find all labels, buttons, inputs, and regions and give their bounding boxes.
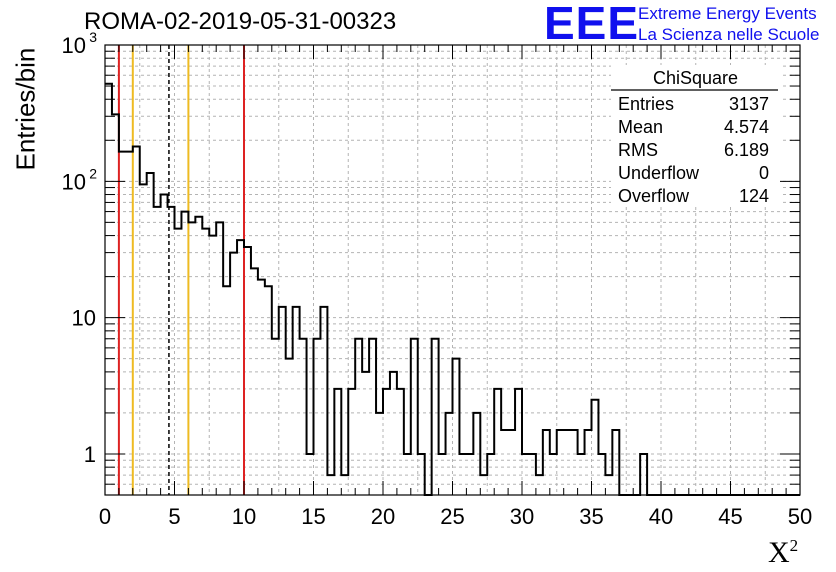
y-tick-label: 10: [72, 306, 96, 331]
stats-value: 0: [759, 163, 769, 183]
chart-title: ROMA-02-2019-05-31-00323: [84, 8, 397, 35]
stats-value: 124: [739, 186, 769, 206]
stats-value: 4.574: [724, 117, 769, 137]
stats-label: Entries: [618, 94, 674, 114]
x-tick-label: 40: [649, 504, 673, 529]
x-tick-label: 35: [579, 504, 603, 529]
x-tick-label: 15: [301, 504, 325, 529]
stats-title: ChiSquare: [653, 68, 738, 88]
stats-label: Mean: [618, 117, 663, 137]
logo-subtitle-2: La Scienza nelle Scuole: [638, 25, 820, 44]
histogram-series: [105, 82, 800, 496]
x-tick-label: 50: [788, 504, 812, 529]
y-tick-label: 1: [84, 442, 96, 467]
x-tick-label: 5: [168, 504, 180, 529]
stats-label: Underflow: [618, 163, 700, 183]
x-tick-label: 20: [371, 504, 395, 529]
y-tick-label-exponent: 2: [89, 165, 97, 181]
logo-subtitle-1: Extreme Energy Events: [638, 4, 817, 23]
x-tick-label: 10: [232, 504, 256, 529]
x-axis-label-base: X: [768, 536, 790, 569]
x-tick-label: 0: [99, 504, 111, 529]
x-axis-label-sup: 2: [789, 536, 799, 555]
x-tick-label: 30: [510, 504, 534, 529]
x-axis-label: X2: [768, 536, 798, 570]
stats-value: 6.189: [724, 140, 769, 160]
eee-logo: EEE: [544, 0, 640, 49]
stats-label: RMS: [618, 140, 658, 160]
x-tick-label: 25: [440, 504, 464, 529]
stats-box: [611, 65, 780, 207]
y-tick-label: 10: [62, 169, 86, 194]
y-tick-label: 10: [62, 33, 86, 58]
stats-label: Overflow: [618, 186, 690, 206]
stats-value: 3137: [729, 94, 769, 114]
x-tick-label: 45: [718, 504, 742, 529]
y-tick-label-exponent: 3: [89, 29, 97, 45]
